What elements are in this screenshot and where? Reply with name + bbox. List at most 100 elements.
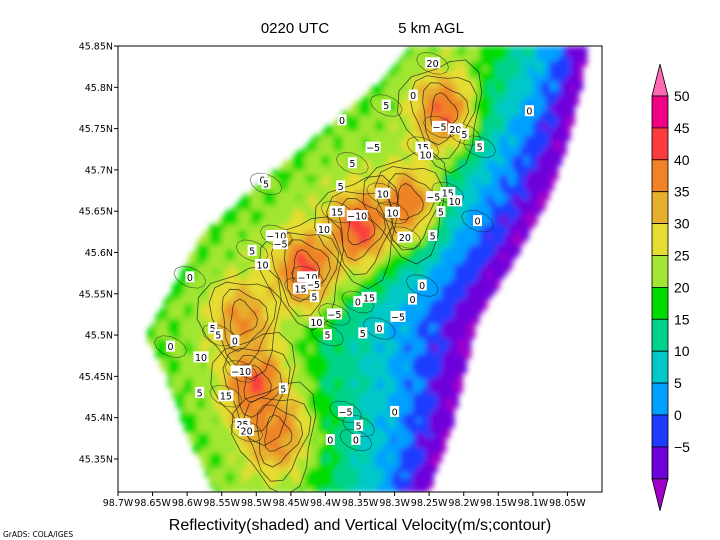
reflectivity-cell [333,412,339,419]
reflectivity-cell [512,219,517,225]
reflectivity-cell [391,278,397,285]
reflectivity-cell [259,184,264,191]
reflectivity-cell [412,348,418,354]
reflectivity-cell [176,358,181,364]
reflectivity-cell [342,402,347,409]
reflectivity-cell [288,467,293,473]
reflectivity-cell [292,422,297,429]
reflectivity-cell [391,447,397,453]
reflectivity-cell [375,467,380,473]
reflectivity-cell [420,194,426,201]
reflectivity-cell [279,447,285,453]
reflectivity-cell [342,259,347,265]
reflectivity-cell [196,288,202,295]
reflectivity-cell [250,343,256,349]
reflectivity-cell [333,298,339,305]
reflectivity-cell [254,378,260,384]
reflectivity-cell [171,368,177,374]
reflectivity-cell [254,204,260,211]
reflectivity-cell [329,199,335,206]
reflectivity-cell [171,298,177,305]
reflectivity-cell [321,487,327,492]
reflectivity-cell [454,333,459,339]
reflectivity-cell [371,189,376,196]
reflectivity-cell [429,204,434,211]
reflectivity-cell [275,343,281,349]
reflectivity-cell [445,417,451,424]
reflectivity-cell [329,318,335,325]
reflectivity-cell [458,328,463,335]
reflectivity-cell [275,199,281,206]
reflectivity-cell [321,387,327,394]
reflectivity-cell [246,219,252,225]
reflectivity-cell [209,447,215,453]
reflectivity-cell [420,472,426,478]
reflectivity-cell [329,487,335,492]
reflectivity-cell [283,169,289,176]
reflectivity-cell [234,392,239,399]
reflectivity-cell [362,412,368,419]
reflectivity-cell [408,273,414,280]
reflectivity-cell [437,373,443,379]
reflectivity-cell [188,288,194,295]
reflectivity-cell [333,159,339,166]
reflectivity-cell [404,462,409,468]
reflectivity-cell [449,288,455,295]
reflectivity-cell [366,259,372,265]
reflectivity-cell [362,467,368,473]
reflectivity-cell [259,472,264,478]
reflectivity-cell [379,249,385,255]
reflectivity-cell [424,179,430,186]
reflectivity-cell [537,194,542,201]
reflectivity-cell [512,174,517,181]
reflectivity-cell [366,447,372,453]
reflectivity-cell [454,259,459,265]
reflectivity-cell [507,155,513,161]
reflectivity-cell [346,254,351,260]
reflectivity-cell [458,363,463,369]
reflectivity-cell [524,214,530,221]
reflectivity-cell [487,269,492,275]
reflectivity-cell [487,244,492,250]
reflectivity-cell [275,457,281,463]
reflectivity-cell [429,417,434,424]
reflectivity-cell [242,303,248,310]
reflectivity-cell [433,219,439,225]
reflectivity-cell [346,199,351,206]
reflectivity-cell [217,462,223,468]
reflectivity-cell [441,229,447,235]
reflectivity-cell [312,392,318,399]
reflectivity-cell [238,467,244,473]
reflectivity-cell [400,155,405,161]
reflectivity-cell [387,328,393,335]
reflectivity-cell [437,323,443,330]
reflectivity-cell [288,482,293,488]
reflectivity-cell [383,417,389,424]
reflectivity-cell [375,442,380,448]
reflectivity-cell [192,437,198,444]
reflectivity-cell [528,209,534,216]
reflectivity-cell [296,204,302,211]
reflectivity-cell [312,249,318,255]
reflectivity-cell [379,298,385,305]
reflectivity-cell [221,234,227,240]
reflectivity-cell [333,229,339,235]
reflectivity-cell [458,179,463,186]
reflectivity-cell [300,447,306,453]
reflectivity-cell [458,333,463,339]
reflectivity-cell [400,150,405,156]
reflectivity-cell [383,402,389,409]
reflectivity-cell [404,254,409,260]
reflectivity-cell [458,249,463,255]
reflectivity-cell [304,343,310,349]
reflectivity-cell [259,323,264,330]
reflectivity-cell [366,338,372,344]
reflectivity-cell [312,199,318,206]
reflectivity-cell [458,234,463,240]
reflectivity-cell [279,199,285,206]
reflectivity-cell [234,249,239,255]
reflectivity-cell [333,254,339,260]
reflectivity-cell [275,412,281,419]
reflectivity-cell [254,348,260,354]
reflectivity-cell [205,313,210,320]
